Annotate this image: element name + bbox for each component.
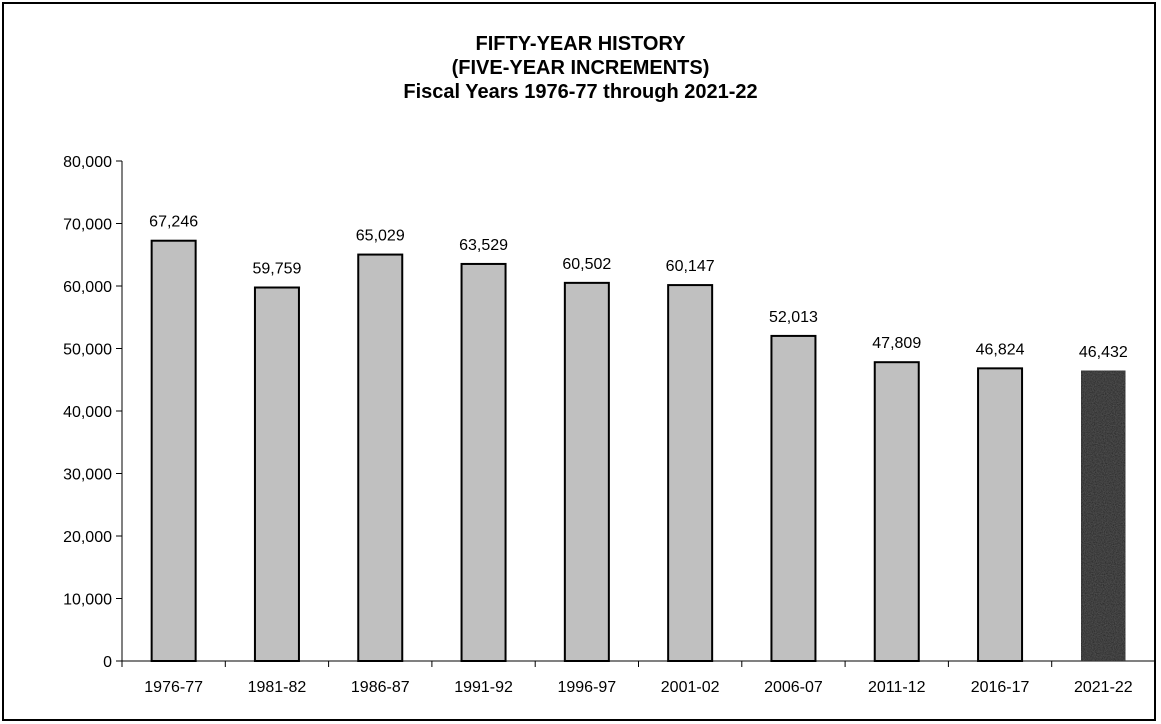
data-label-1986-87: 65,029 — [356, 228, 405, 245]
chart-title-line-2: (FIVE-YEAR INCREMENTS) — [451, 57, 710, 79]
x-tick-label: 2016-17 — [971, 679, 1030, 696]
bar-2001-02 — [667, 284, 714, 662]
y-axis: 0 10,000 20,000 30,000 40,000 50,000 60,000 70,… — [63, 154, 123, 671]
bar-2021-22 — [1080, 369, 1127, 662]
data-label-1981-82: 59,759 — [252, 261, 301, 278]
data-labels: 67,246 59,759 65,029 63,529 60,502 60,147 52,0… — [149, 214, 1128, 361]
bar-1986-87 — [357, 253, 404, 662]
x-tick-label: 2011-12 — [868, 679, 926, 696]
x-tick-label: 1996-97 — [557, 679, 616, 696]
data-label-1976-77: 67,246 — [149, 214, 198, 231]
data-label-2021-22: 46,432 — [1079, 344, 1128, 361]
chart-title: FIFTY-YEAR HISTORY (FIVE-YEAR INCREMENTS… — [0, 32, 1161, 104]
data-label-1996-97: 60,502 — [562, 256, 611, 273]
bar-1981-82 — [253, 286, 300, 662]
data-label-2006-07: 52,013 — [769, 309, 818, 326]
bar-2011-12 — [873, 361, 920, 662]
chart-title-line-3: Fiscal Years 1976-77 through 2021-22 — [403, 81, 758, 103]
data-label-1991-92: 63,529 — [459, 237, 508, 254]
y-tick-label: 70,000 — [63, 217, 112, 234]
data-label-2001-02: 60,147 — [666, 258, 715, 275]
x-tick-label: 2006-07 — [764, 679, 823, 696]
y-tick-label: 50,000 — [63, 342, 112, 359]
x-tick-label: 1986-87 — [351, 679, 410, 696]
y-tick-label: 10,000 — [63, 592, 112, 609]
data-label-2016-17: 46,824 — [976, 341, 1025, 358]
x-axis: 1976-77 1981-82 1986-87 1991-92 1996-97 2001-… — [121, 660, 1156, 696]
y-tick-label: 0 — [103, 654, 112, 671]
x-tick-label: 1981-82 — [248, 679, 307, 696]
bar-1991-92 — [460, 262, 507, 662]
y-tick-label: 40,000 — [63, 404, 112, 421]
bars — [150, 239, 1127, 662]
x-tick-label: 1976-77 — [144, 679, 203, 696]
y-tick-label: 80,000 — [63, 154, 112, 171]
bar-1996-97 — [563, 281, 610, 662]
bar-1976-77 — [150, 239, 197, 662]
x-tick-label: 2021-22 — [1074, 679, 1133, 696]
y-tick-label: 60,000 — [63, 279, 112, 296]
y-tick-label: 30,000 — [63, 467, 112, 484]
x-tick-label: 1991-92 — [454, 679, 513, 696]
x-tick-label: 2001-02 — [661, 679, 720, 696]
data-label-2011-12: 47,809 — [872, 335, 921, 352]
bar-2006-07 — [770, 334, 817, 662]
bar-2016-17 — [977, 367, 1024, 662]
chart-title-line-1: FIFTY-YEAR HISTORY — [475, 33, 686, 55]
y-tick-label: 20,000 — [63, 529, 112, 546]
